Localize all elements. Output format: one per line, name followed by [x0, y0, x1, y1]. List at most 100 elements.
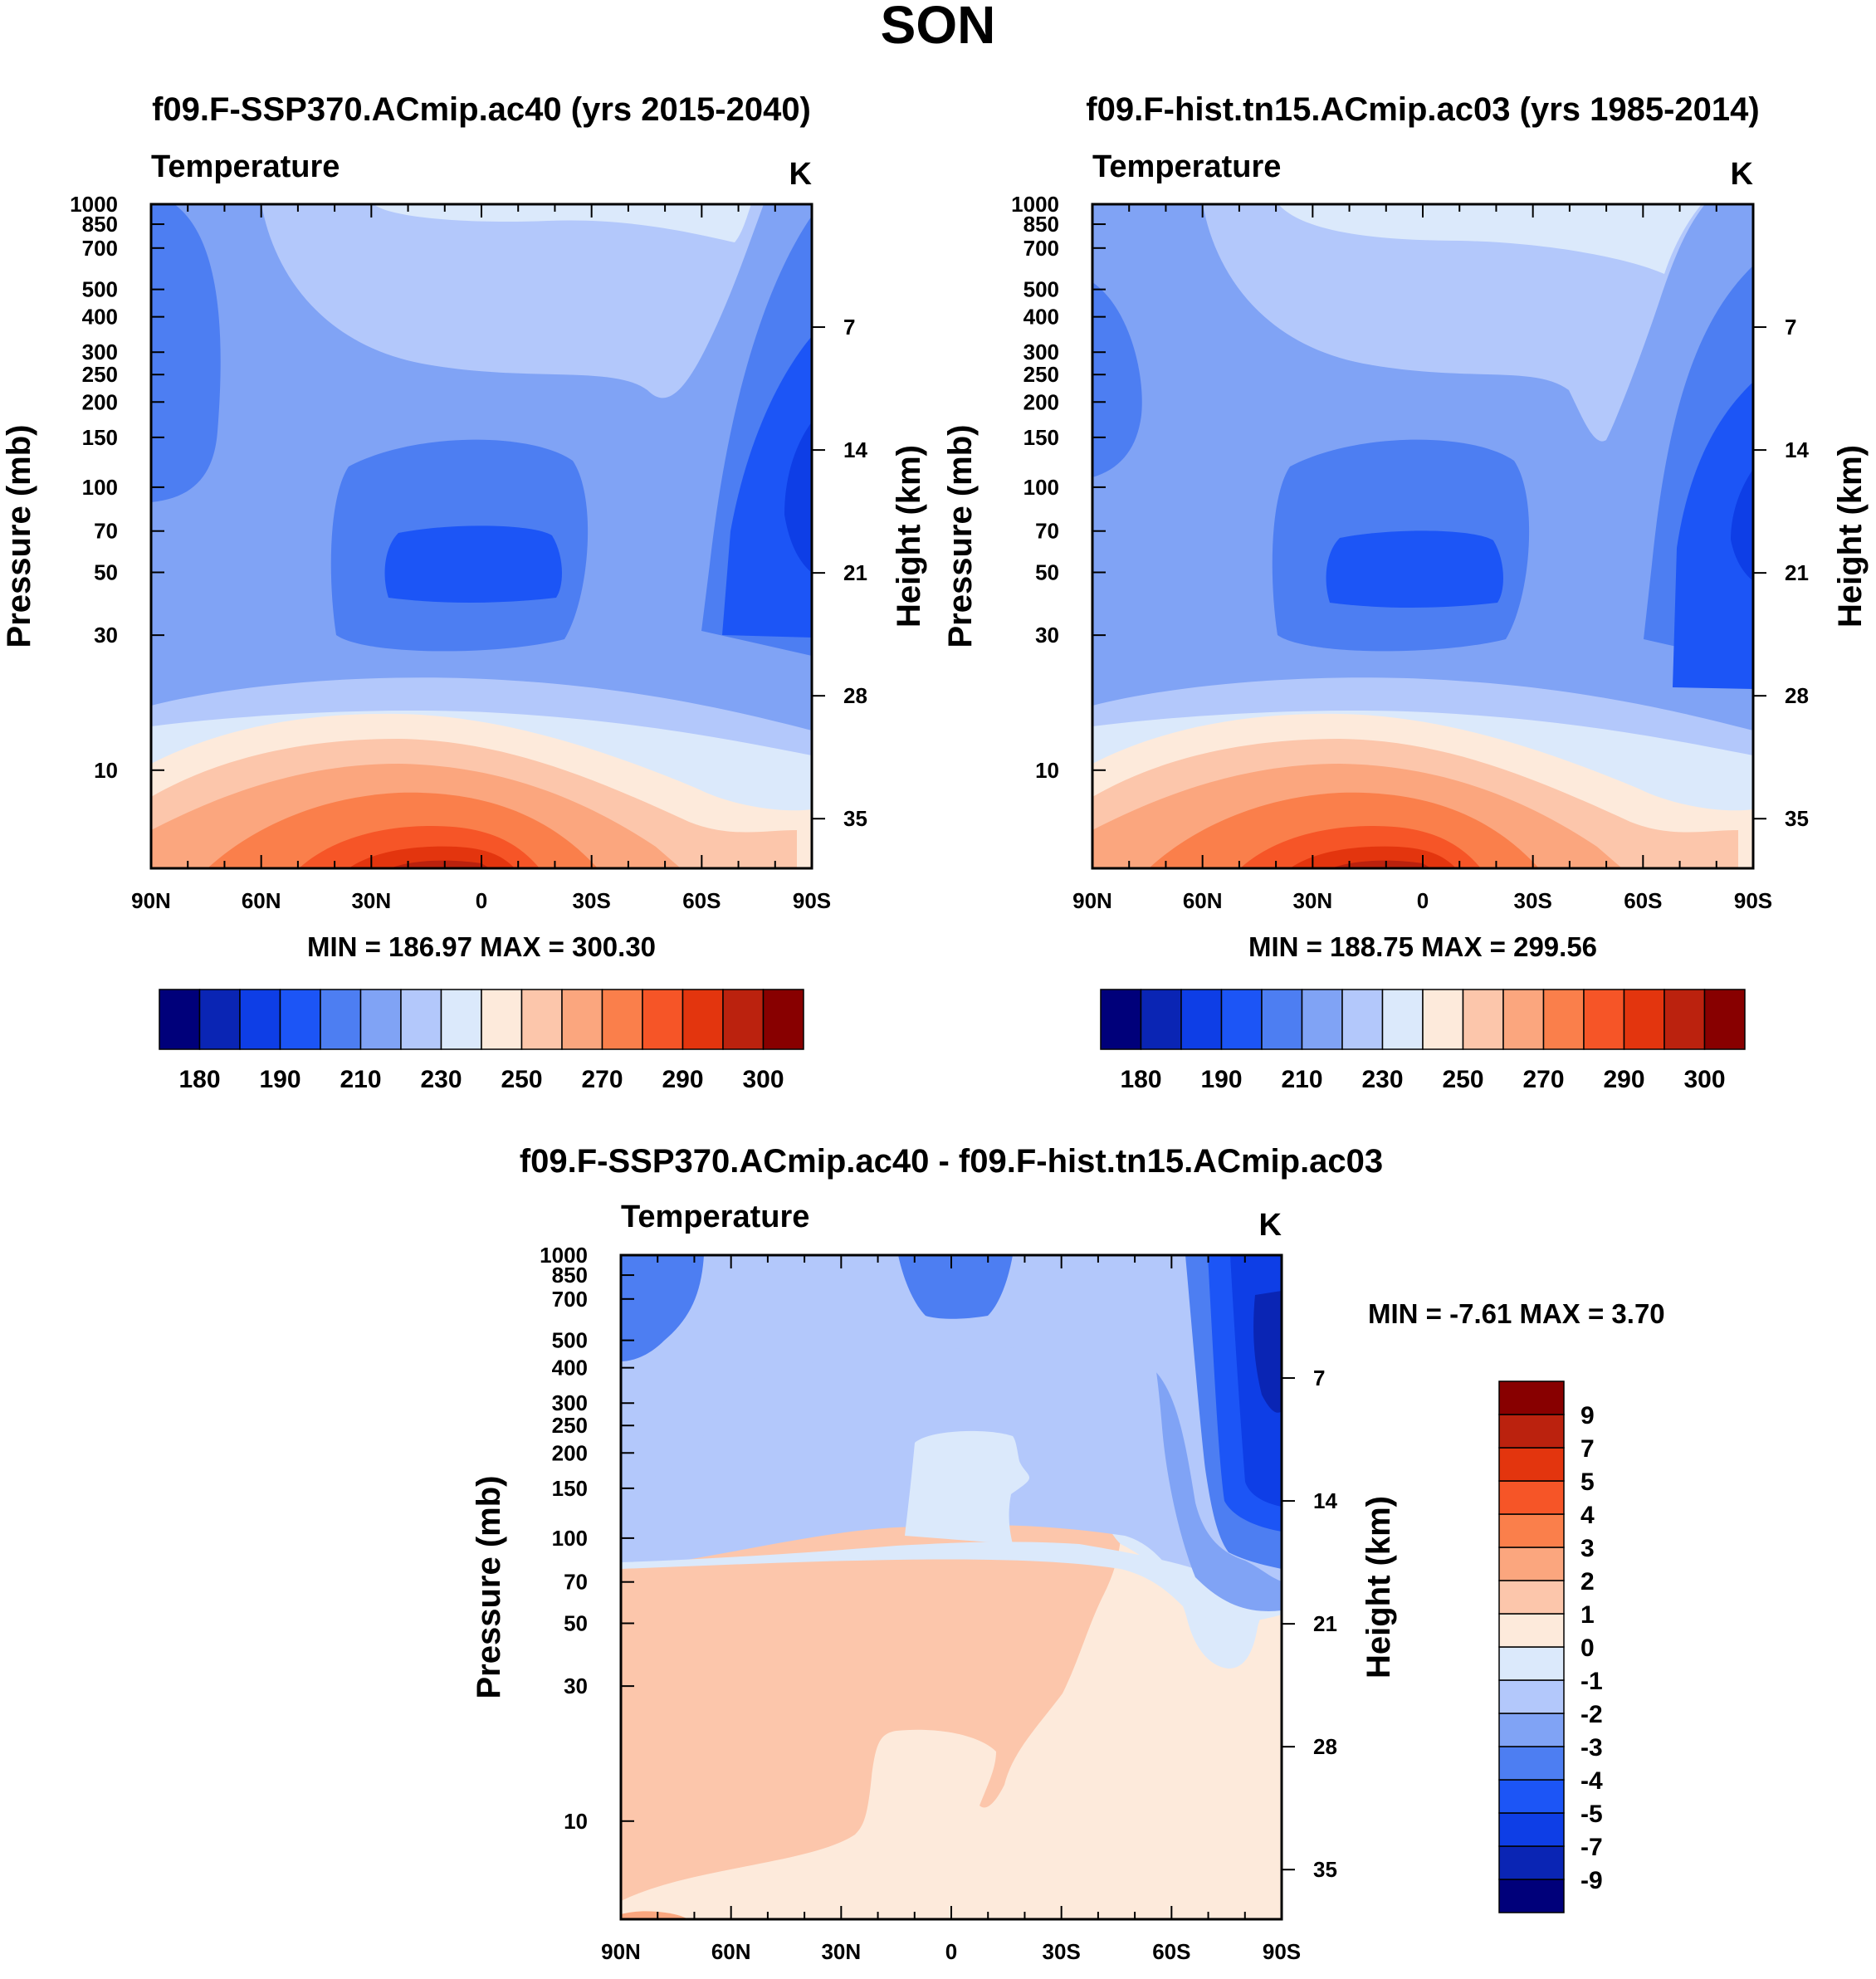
band-190-210-np [1092, 282, 1142, 477]
height-tick-label: 35 [1785, 806, 1809, 831]
colorbar-swatch [1301, 989, 1343, 1050]
height-tick-label: 14 [1313, 1488, 1337, 1513]
band-180-190-eq [384, 525, 562, 603]
colorbar-swatch [1498, 1613, 1565, 1648]
panel-title: f09.F-SSP370.ACmip.ac40 - f09.F-hist.tn1… [520, 1143, 1383, 1180]
colorbar-label: 0 [1580, 1635, 1595, 1662]
height-tick-label: 28 [843, 683, 867, 708]
panel-title: f09.F-SSP370.ACmip.ac40 (yrs 2015-2040) [152, 91, 811, 128]
panel-ssp370: f09.F-SSP370.ACmip.ac40 (yrs 2015-2040) … [1, 91, 927, 1093]
height-tick-label: 14 [1785, 437, 1809, 462]
y-tick-label: 50 [1035, 560, 1059, 585]
height-axis-label: Height (km) [891, 445, 927, 628]
y-tick-label: 70 [564, 1570, 588, 1595]
x-tick-label: 30S [1514, 888, 1552, 913]
x-tick-label: 90S [1263, 1939, 1301, 1964]
band-230-250-strat [1203, 204, 1705, 442]
colorbar-swatch [1498, 1713, 1565, 1747]
colorbar: -9 -7 -5 -4 -3 -2 -1 0 1 2 3 4 5 7 9 [1498, 1380, 1603, 1913]
band-320-330 [390, 860, 490, 868]
variable-label: Temperature [151, 149, 340, 184]
x-tick-label: 0 [476, 888, 487, 913]
colorbar-label: 290 [1603, 1066, 1644, 1093]
panel-hist: f09.F-hist.tn15.ACmip.ac03 (yrs 1985-201… [942, 91, 1869, 1093]
colorbar-swatch [1498, 1513, 1565, 1548]
colorbar-swatch [1703, 989, 1746, 1050]
colorbar-swatch [1498, 1414, 1565, 1449]
colorbar-label: 190 [1200, 1066, 1242, 1093]
y-tick-label: 250 [1023, 362, 1059, 387]
colorbar-swatch [1498, 1580, 1565, 1615]
y-tick-label: 30 [564, 1674, 588, 1698]
colorbar-swatch [359, 989, 402, 1050]
colorbar-swatch [682, 989, 724, 1050]
colorbar-swatch [1100, 989, 1142, 1050]
units-label: K [1731, 157, 1754, 192]
colorbar-swatch [400, 989, 442, 1050]
colorbar-label: 270 [1522, 1066, 1564, 1093]
contour-field [151, 204, 812, 868]
colorbar-label: 270 [581, 1066, 623, 1093]
contour-field [621, 1255, 1282, 1919]
colorbar-swatch [1462, 989, 1504, 1050]
colorbar-label: 5 [1580, 1468, 1595, 1496]
x-tick-label: 60S [1152, 1939, 1190, 1964]
y-tick-label: 30 [1035, 623, 1059, 647]
colorbar-label: 210 [1281, 1066, 1322, 1093]
colorbar-label: -4 [1580, 1767, 1603, 1795]
height-tick-label: 35 [843, 806, 867, 831]
min-max-stats: MIN = -7.61 MAX = 3.70 [1368, 1298, 1665, 1329]
band-320-330 [1331, 860, 1431, 868]
colorbar-swatch [722, 989, 765, 1050]
x-tick-label: 30S [1043, 1939, 1081, 1964]
panel-difference: f09.F-SSP370.ACmip.ac40 - f09.F-hist.tn1… [471, 1143, 1665, 1964]
y-tick-label: 700 [552, 1287, 588, 1312]
units-label: K [789, 157, 813, 192]
colorbar-swatch [1498, 1812, 1565, 1847]
colorbar-swatch [1498, 1480, 1565, 1515]
y-tick-label: 150 [82, 425, 118, 450]
colorbar-label: -7 [1580, 1834, 1603, 1861]
panel-title: f09.F-hist.tn15.ACmip.ac03 (yrs 1985-201… [1086, 91, 1759, 128]
y-tick-label: 250 [552, 1413, 588, 1438]
colorbar-swatch [1498, 1679, 1565, 1714]
colorbar-swatch [279, 989, 321, 1050]
height-tick-label: 21 [843, 560, 867, 585]
colorbar-label: 290 [662, 1066, 703, 1093]
colorbar: 180 190 210 230 250 270 290 300 [1100, 989, 1746, 1093]
colorbar-label: 9 [1580, 1402, 1595, 1429]
y-tick-label: 30 [94, 623, 118, 647]
height-tick-label: 28 [1785, 683, 1809, 708]
colorbar-label: 230 [420, 1066, 462, 1093]
colorbar-swatch [1583, 989, 1625, 1050]
colorbar-swatch [1140, 989, 1182, 1050]
colorbar-swatch [320, 989, 362, 1050]
colorbar-swatch [1341, 989, 1384, 1050]
colorbar-swatch [1422, 989, 1464, 1050]
y-tick-label: 10 [564, 1809, 588, 1834]
colorbar-label: 7 [1580, 1435, 1595, 1463]
y-tick-label: 100 [552, 1526, 588, 1551]
height-tick-label: 7 [843, 315, 855, 340]
y-tick-label: 700 [82, 236, 118, 261]
band-0-column [905, 1430, 1029, 1544]
colorbar-swatch [1220, 989, 1263, 1050]
height-tick-label: 7 [1785, 315, 1796, 340]
colorbar-swatch [642, 989, 684, 1050]
x-tick-label: 30S [573, 888, 611, 913]
colorbar-label: 4 [1580, 1502, 1595, 1529]
y-tick-label: 500 [552, 1328, 588, 1353]
colorbar-label: 300 [742, 1066, 784, 1093]
y-tick-label: 50 [564, 1611, 588, 1636]
colorbar-swatch [601, 989, 643, 1050]
x-tick-label: 0 [945, 1939, 957, 1964]
x-tick-label: 60S [1624, 888, 1662, 913]
height-tick-label: 21 [1785, 560, 1809, 585]
colorbar-swatch [1180, 989, 1223, 1050]
colorbar-swatch [1623, 989, 1665, 1050]
min-max-stats: MIN = 188.75 MAX = 299.56 [1248, 931, 1597, 962]
y-tick-label: 100 [1023, 475, 1059, 500]
band-0-neg1-upper [621, 1542, 1282, 1622]
colorbar-swatch [1498, 1879, 1565, 1913]
colorbar-label: 300 [1683, 1066, 1725, 1093]
